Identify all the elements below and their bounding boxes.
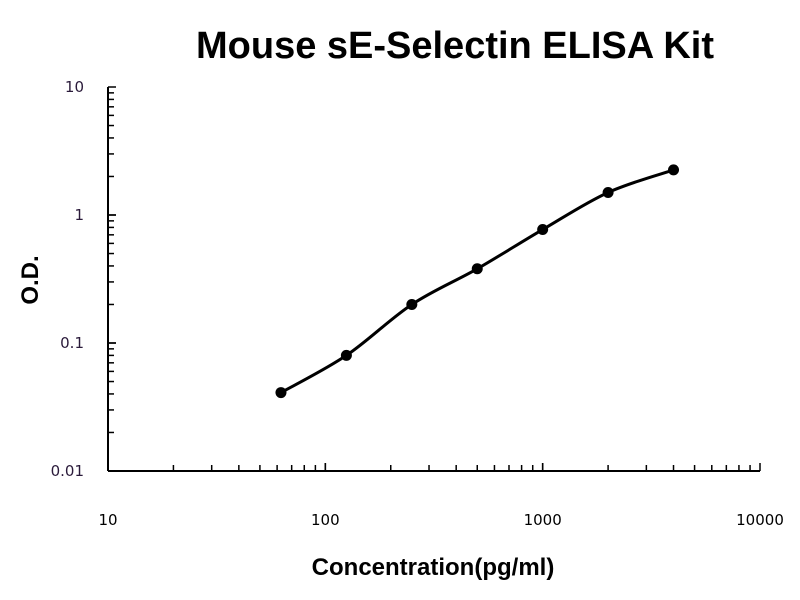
y-tick-label: 10 xyxy=(65,78,84,96)
x-tick-labels: 10 100 1000 10000 xyxy=(98,511,783,529)
y-tick-label: 0.01 xyxy=(51,462,84,480)
data-points xyxy=(275,164,680,399)
data-point xyxy=(668,164,680,176)
data-point xyxy=(602,186,614,198)
data-point xyxy=(471,263,483,275)
y-axis-label: O.D. xyxy=(17,255,44,304)
data-point xyxy=(340,349,352,361)
x-tick-label: 100 xyxy=(311,511,340,529)
chart-title: Mouse sE-Selectin ELISA Kit xyxy=(196,25,714,67)
x-tick-label: 10000 xyxy=(736,511,784,529)
data-point xyxy=(406,298,418,310)
y-tick-label: 0.1 xyxy=(60,334,84,352)
x-axis-label: Concentration(pg/ml) xyxy=(312,554,555,581)
fit-curve xyxy=(280,168,675,394)
data-point xyxy=(275,387,287,399)
axes xyxy=(107,86,761,472)
data-point xyxy=(537,224,549,236)
x-tick-label: 10 xyxy=(98,511,117,529)
y-tick-label: 1 xyxy=(74,206,84,224)
x-tick-label: 1000 xyxy=(524,511,562,529)
y-tick-labels: 0.01 0.1 1 10 xyxy=(51,78,84,480)
